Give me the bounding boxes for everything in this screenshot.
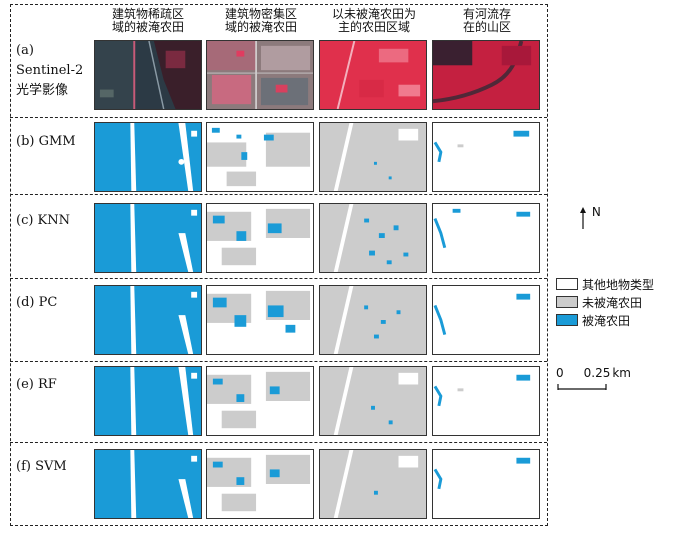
pc-result-sparse-buildings — [94, 285, 202, 355]
gmm-result-sparse-buildings — [94, 122, 202, 192]
row-separator — [10, 361, 547, 362]
column-header-line: 以未被淹农田为 — [331, 7, 416, 21]
column-header: 以未被淹农田为 主的农田区域 — [319, 8, 429, 34]
row-separator — [10, 117, 547, 118]
legend-swatch — [556, 296, 578, 308]
gmm-result-mountain-river — [432, 122, 540, 192]
sentinel-image-dense-buildings — [206, 40, 314, 110]
row-label-line: Sentinel-2 — [16, 63, 84, 78]
sentinel-image-unflooded-farmland — [319, 40, 427, 110]
legend-label: 未被淹农田 — [582, 295, 643, 310]
sentinel-image-mountain-river — [432, 40, 540, 110]
legend-label: 被淹农田 — [582, 313, 631, 328]
column-header: 建筑物稀疏区 域的被淹农田 — [93, 8, 203, 34]
svm-result-sparse-buildings — [94, 449, 202, 519]
main-panel-frame — [10, 4, 548, 526]
row-label-pc: (d) PC — [16, 295, 58, 310]
row-label-gmm: (b) GMM — [16, 134, 76, 149]
row-label-sentinel: (a) Sentinel-2 光学影像 — [16, 42, 83, 100]
column-header: 有河流存 在的山区 — [432, 8, 542, 34]
legend-swatch — [556, 314, 578, 326]
column-header-line: 有河流存 — [462, 7, 511, 21]
gmm-result-unflooded-farmland — [319, 122, 427, 192]
column-header: 建筑物密集区 域的被淹农田 — [206, 8, 316, 34]
rf-result-unflooded-farmland — [319, 366, 427, 436]
legend-item-flooded: 被淹农田 — [556, 311, 654, 329]
north-arrow: N — [578, 205, 605, 229]
legend-swatch — [556, 278, 578, 290]
svm-result-dense-buildings — [206, 449, 314, 519]
pc-result-dense-buildings — [206, 285, 314, 355]
pc-result-unflooded-farmland — [319, 285, 427, 355]
scale-bar: 0 0.25 km — [556, 366, 631, 394]
row-separator — [10, 278, 547, 279]
row-separator — [10, 194, 547, 195]
svm-result-unflooded-farmland — [319, 449, 427, 519]
rf-result-dense-buildings — [206, 366, 314, 436]
knn-result-mountain-river — [432, 203, 540, 273]
column-header-line: 主的农田区域 — [337, 20, 410, 34]
north-label: N — [591, 205, 601, 219]
north-arrow-icon — [580, 207, 586, 229]
knn-result-sparse-buildings — [94, 203, 202, 273]
column-header-line: 域的被淹农田 — [111, 20, 184, 34]
legend-label: 其他地物类型 — [582, 277, 655, 292]
column-header-line: 域的被淹农田 — [224, 20, 297, 34]
row-separator — [10, 442, 547, 443]
gmm-result-dense-buildings — [206, 122, 314, 192]
knn-result-unflooded-farmland — [319, 203, 427, 273]
row-label-line: (a) — [16, 43, 34, 58]
scale-bar-line-icon — [557, 384, 607, 390]
legend-item-other: 其他地物类型 — [556, 275, 654, 293]
legend-item-unflooded: 未被淹农田 — [556, 293, 654, 311]
rf-result-mountain-river — [432, 366, 540, 436]
sentinel-image-sparse-buildings — [94, 40, 202, 110]
row-label-knn: (c) KNN — [16, 213, 71, 228]
column-header-line: 建筑物密集区 — [224, 7, 297, 21]
column-header-line: 建筑物稀疏区 — [111, 7, 184, 21]
scale-zero: 0 — [556, 366, 564, 380]
svm-result-mountain-river — [432, 449, 540, 519]
scale-value: 0.25 — [583, 366, 611, 380]
knn-result-dense-buildings — [206, 203, 314, 273]
pc-result-mountain-river — [432, 285, 540, 355]
row-label-rf: (e) RF — [16, 377, 57, 392]
rf-result-sparse-buildings — [94, 366, 202, 436]
legend: 其他地物类型 未被淹农田 被淹农田 — [556, 275, 654, 329]
column-header-line: 在的山区 — [462, 20, 511, 34]
scale-unit: km — [612, 366, 631, 380]
row-label-svm: (f) SVM — [16, 459, 67, 474]
row-label-line: 光学影像 — [16, 83, 69, 98]
